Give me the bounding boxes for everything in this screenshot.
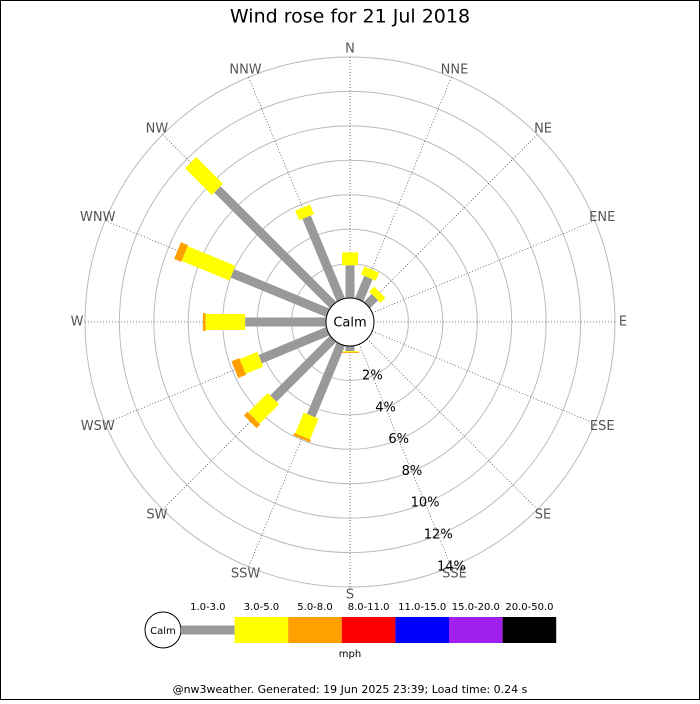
- direction-label: ESE: [590, 419, 615, 434]
- legend-swatch: [341, 617, 396, 643]
- bar-segment: [214, 186, 337, 309]
- legend-label: 1.0-3.0: [190, 602, 225, 613]
- direction-label: NE: [534, 121, 552, 136]
- spoke: [358, 344, 452, 567]
- bar-segment: [270, 335, 337, 402]
- legend-swatch: [234, 617, 289, 643]
- ring-label: 8%: [402, 464, 423, 479]
- bar-segment: [302, 215, 345, 302]
- legend-label: 20.0-50.0: [505, 602, 553, 613]
- ring: [118, 90, 582, 554]
- bar-segment: [230, 269, 330, 317]
- bar-segment: [184, 156, 224, 196]
- bar-segment: [258, 327, 330, 364]
- direction-label: S: [346, 588, 354, 603]
- direction-label: SE: [535, 508, 551, 523]
- legend-label: 8.0-11.0: [348, 602, 390, 613]
- calm-circle: [325, 297, 375, 347]
- bar-segment: [248, 392, 280, 424]
- bar-segment: [355, 275, 373, 302]
- direction-label: NNW: [229, 62, 261, 77]
- bar-segment: [361, 266, 380, 281]
- chart-title: Wind rose for 21 Jul 2018: [230, 6, 470, 28]
- bar-segment: [174, 242, 189, 262]
- spoke: [372, 330, 595, 424]
- bar-segment: [231, 358, 247, 379]
- legend-swatch: [181, 625, 235, 635]
- direction-label: NNE: [441, 62, 469, 77]
- legend-label: 5.0-8.0: [297, 602, 332, 613]
- spoke: [105, 330, 328, 424]
- direction-label: N: [345, 42, 355, 57]
- direction-label: ENE: [589, 210, 615, 225]
- bar-segment: [307, 342, 345, 418]
- bar-segment: [239, 351, 264, 374]
- spoke: [358, 77, 452, 300]
- legend-label: 11.0-15.0: [398, 602, 446, 613]
- ring-label: 10%: [411, 496, 440, 511]
- bar-segment: [295, 412, 319, 440]
- direction-label: SSE: [442, 567, 467, 582]
- spoke: [366, 338, 538, 510]
- legend-swatch: [502, 617, 557, 643]
- legend-calm-label: Calm: [150, 626, 176, 637]
- spoke: [162, 338, 334, 510]
- ring: [153, 125, 547, 519]
- direction-label: E: [619, 315, 627, 330]
- legend-swatch: [395, 617, 449, 643]
- direction-label: SW: [146, 508, 167, 523]
- bar-segment: [363, 293, 379, 309]
- legend-label: 15.0-20.0: [452, 602, 500, 613]
- spoke: [248, 77, 342, 300]
- spoke: [366, 134, 538, 306]
- legend-unit: mph: [339, 649, 361, 660]
- legend-swatch: [449, 617, 503, 643]
- ring-label: 6%: [388, 432, 409, 447]
- bar-segment: [181, 246, 236, 281]
- direction-label: WNW: [80, 210, 116, 225]
- bar-segment: [293, 432, 311, 443]
- direction-label: W: [71, 315, 84, 330]
- ring-label: 2%: [362, 368, 383, 383]
- ring-label: 12%: [424, 528, 453, 543]
- spoke: [372, 220, 595, 314]
- ring-label: 14%: [437, 559, 466, 574]
- bar-segment: [369, 286, 386, 303]
- calm-label: Calm: [333, 316, 366, 331]
- ring: [187, 159, 513, 485]
- spoke: [248, 344, 342, 567]
- legend-label: 3.0-5.0: [244, 602, 279, 613]
- bar-segment: [243, 411, 261, 429]
- direction-label: WSW: [81, 419, 115, 434]
- direction-label: SSW: [231, 567, 261, 582]
- footer: @nw3weather. Generated: 19 Jun 2025 23:3…: [173, 683, 528, 696]
- bar-segment: [295, 204, 314, 221]
- direction-label: NW: [146, 121, 169, 136]
- ring-label: 4%: [375, 400, 396, 415]
- legend-swatch: [288, 617, 342, 643]
